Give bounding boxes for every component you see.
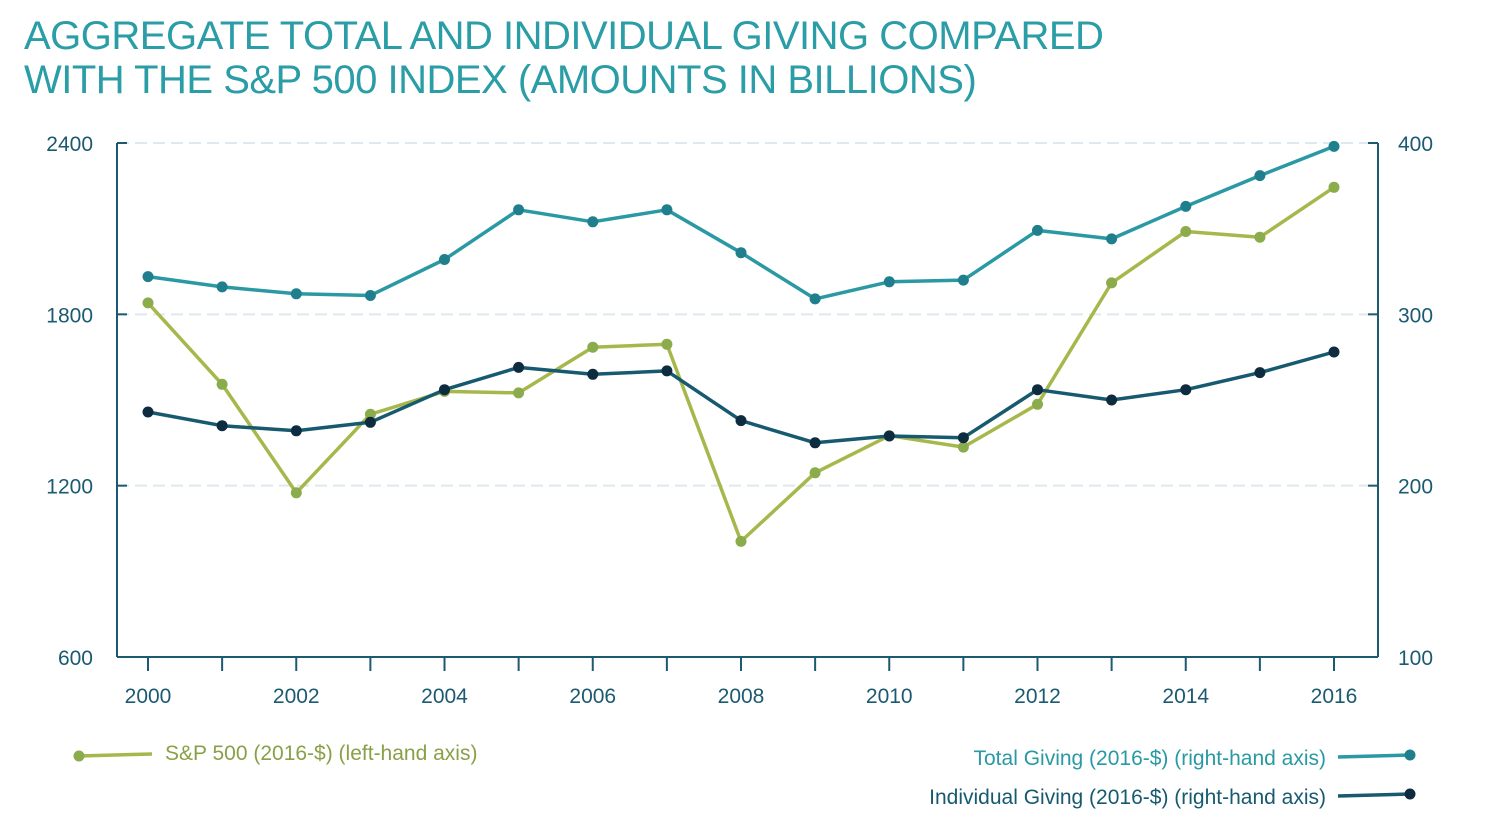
x-axis-tick-label: 2004 [421,685,468,708]
legend: S&P 500 (2016-$) (left-hand axis) Total G… [73,742,1416,809]
individual-giving-point [957,432,969,444]
total-giving-point [142,271,154,283]
individual-giving-line [147,350,1335,445]
total-giving-point [1032,224,1043,236]
right-axis-tick-label: 300 [1398,304,1433,327]
left-axis-tick-label: 600 [58,647,93,670]
total-giving-point [1180,200,1192,212]
left-axis-tick-label: 2400 [46,133,93,156]
total-giving-point [883,276,895,288]
total-giving-point [290,288,302,300]
left-axis-tick-label: 1200 [46,476,93,499]
sp500-point [809,467,821,479]
legend-total-giving-marker [1404,749,1416,761]
legend-sp500-line [78,752,153,758]
chart-title: AGGREGATE TOTAL AND INDIVIDUAL GIVING CO… [24,14,1104,102]
right-axis-tick-label: 100 [1398,647,1433,670]
legend-individual-giving-marker [1404,788,1416,800]
total-giving-point [439,254,450,265]
sp500-point [1180,226,1192,237]
individual-giving-point [661,365,673,377]
sp500-line [146,185,1335,544]
sp500-point [661,338,673,350]
individual-giving-point [290,425,302,437]
sp500-point [1106,277,1118,289]
total-giving-point [1328,140,1340,152]
total-giving-point [364,290,376,301]
individual-giving-point [142,406,154,418]
individual-giving-point [1254,367,1266,379]
sp500-point [364,408,376,420]
legend-total-giving-label: Total Giving (2016-$) (right-hand axis) [974,747,1327,770]
sp500-point [1254,231,1266,243]
x-axis-tick-label: 2014 [1162,685,1209,708]
right-axis-tick-label: 400 [1398,133,1433,156]
legend-individual-giving-label: Individual Giving (2016-$) (right-hand a… [929,786,1326,809]
legend-sp500-label: S&P 500 (2016-$) (left-hand axis) [165,742,477,765]
legend-total-giving-line [1337,753,1411,759]
sp500-point [290,487,302,499]
individual-giving-point [439,384,450,396]
axes: 600 1200 1800 2400 100 200 300 400 2000 2002 2004 2… [46,133,1433,708]
legend-individual-giving-line [1337,792,1411,798]
total-giving-point [1254,170,1266,182]
x-axis-tick-label: 2000 [125,685,172,708]
x-axis-tick-label: 2016 [1311,685,1358,708]
sp500-point [513,387,525,399]
individual-giving-point [587,368,599,380]
total-giving-line [147,144,1335,301]
total-giving-point [587,216,599,228]
gridlines [117,142,1378,487]
sp500-point [735,535,747,547]
individual-giving-point [1180,384,1192,396]
individual-giving-point [735,415,747,427]
sp500-point [957,441,969,453]
right-axis-tick-label: 200 [1398,476,1433,499]
left-axis-tick-label: 1800 [46,304,93,327]
individual-giving-point [1032,384,1043,396]
x-axis-tick-label: 2006 [569,685,616,708]
total-giving-point [809,293,821,305]
total-giving-point [661,204,673,216]
sp500-point [216,378,228,390]
individual-giving-point [1106,394,1118,406]
total-giving-point [513,204,525,216]
individual-giving-point [513,361,525,373]
total-giving-point [1106,233,1118,245]
data-series [142,140,1340,547]
x-axis-tick-label: 2010 [866,685,913,708]
chart-title-line-1: AGGREGATE TOTAL AND INDIVIDUAL GIVING CO… [24,14,1104,58]
chart-title-line-2: WITH THE S&P 500 INDEX (AMOUNTS IN BILLI… [24,58,977,102]
individual-giving-point [883,430,895,442]
legend-sp500-marker [73,750,85,762]
sp500-point [142,297,154,309]
sp500-point [1032,398,1043,410]
individual-giving-point [364,416,376,428]
x-axis-tick-label: 2002 [273,685,320,708]
individual-giving-point [216,420,228,432]
x-axis-tick-label: 2012 [1014,685,1061,708]
individual-giving-point [1328,346,1340,358]
individual-giving-point [809,437,821,449]
total-giving-point [957,274,969,286]
x-axis-tick-label: 2008 [718,685,765,708]
sp500-point [587,341,599,353]
total-giving-point [735,247,747,259]
total-giving-point [216,281,228,293]
sp500-point [1328,181,1340,193]
